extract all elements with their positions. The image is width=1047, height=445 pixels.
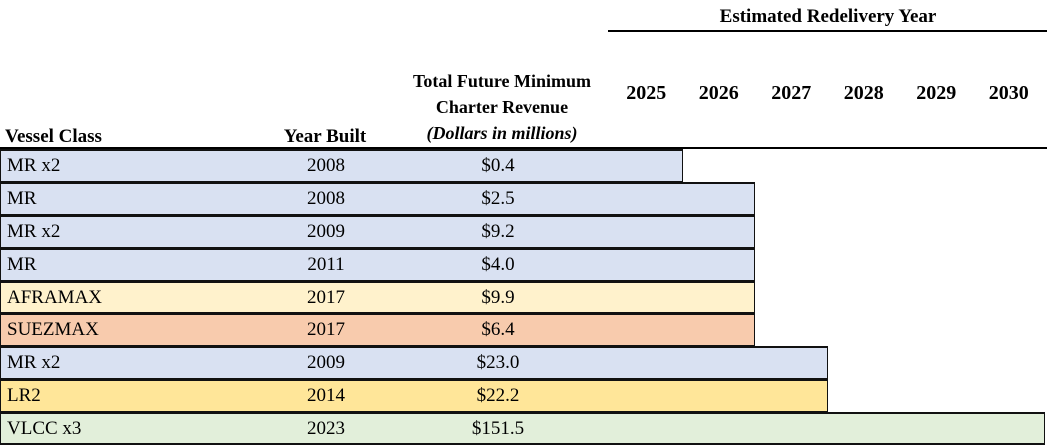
revenue-header-line3: (Dollars in millions) — [426, 123, 578, 143]
table-row: MR x2 2008 $0.4 — [0, 149, 1047, 182]
year-header-row: 2025 2026 2027 2028 2029 2030 — [610, 82, 1045, 105]
vessel-class-cell: SUEZMAX — [7, 319, 99, 341]
revenue-cell: $2.5 — [481, 187, 515, 209]
gantt-bar: LR2 2014 $22.2 — [0, 379, 828, 413]
table-row: MR 2008 $2.5 — [0, 181, 1047, 215]
vessel-class-cell: VLCC x3 — [7, 417, 82, 439]
table-row: MR x2 2009 $23.0 — [0, 346, 1047, 380]
gantt-bar: MR 2011 $4.0 — [0, 247, 755, 281]
gantt-bar: MR x2 2008 $0.4 — [0, 149, 683, 182]
table-row: SUEZMAX 2017 $6.4 — [0, 313, 1047, 347]
year-built-cell: 2009 — [307, 352, 345, 374]
table-row: MR 2011 $4.0 — [0, 247, 1047, 281]
redelivery-year-group-title: Estimated Redelivery Year — [719, 6, 937, 27]
vessel-class-column-header: Vessel Class — [5, 126, 102, 147]
year-column-2027: 2027 — [771, 82, 812, 104]
revenue-cell: $9.2 — [481, 220, 515, 242]
vessel-class-cell: MR x2 — [7, 352, 61, 374]
vessel-class-cell: AFRAMAX — [7, 286, 103, 308]
revenue-cell: $23.0 — [476, 352, 520, 374]
gantt-bar: SUEZMAX 2017 $6.4 — [0, 313, 755, 347]
vessel-class-cell: MR — [7, 253, 37, 275]
table-row: MR x2 2009 $9.2 — [0, 214, 1047, 248]
year-built-cell: 2023 — [307, 417, 345, 439]
revenue-cell: $9.9 — [481, 286, 515, 308]
year-built-cell: 2017 — [307, 319, 345, 341]
revenue-cell: $6.4 — [481, 319, 515, 341]
year-built-column-header: Year Built — [283, 126, 367, 147]
year-built-cell: 2008 — [307, 187, 345, 209]
gantt-bar: MR x2 2009 $9.2 — [0, 214, 755, 248]
year-column-2028: 2028 — [843, 82, 884, 104]
gantt-bar: MR x2 2009 $23.0 — [0, 346, 828, 380]
year-column-2026: 2026 — [698, 82, 739, 104]
year-built-cell: 2011 — [307, 253, 345, 275]
gantt-bar: MR 2008 $2.5 — [0, 181, 755, 215]
vessel-class-cell: MR x2 — [7, 220, 61, 242]
table-row: LR2 2014 $22.2 — [0, 379, 1047, 413]
revenue-column-header: Total Future Minimum Charter Revenue (Do… — [394, 68, 610, 146]
year-built-cell: 2017 — [307, 286, 345, 308]
year-column-2029: 2029 — [916, 82, 957, 104]
year-built-cell: 2008 — [307, 154, 345, 176]
revenue-cell: $0.4 — [481, 154, 515, 176]
header-bottom-rule — [0, 147, 1047, 149]
vessel-class-cell: MR — [7, 187, 37, 209]
table-body: MR x2 2008 $0.4 MR 2008 $2.5 MR x2 2009 … — [0, 149, 1047, 445]
table-row: AFRAMAX 2017 $9.9 — [0, 280, 1047, 314]
revenue-header-line2: Charter Revenue — [435, 97, 569, 117]
year-column-2025: 2025 — [626, 82, 667, 104]
revenue-cell: $22.2 — [476, 385, 520, 407]
gantt-bar: VLCC x3 2023 $151.5 — [0, 412, 1045, 445]
revenue-cell: $151.5 — [471, 417, 525, 439]
revenue-header-line1: Total Future Minimum — [412, 71, 591, 91]
year-column-2030: 2030 — [988, 82, 1029, 104]
year-built-cell: 2014 — [307, 385, 345, 407]
vessel-class-cell: LR2 — [7, 385, 41, 407]
revenue-cell: $4.0 — [481, 253, 515, 275]
vessel-class-cell: MR x2 — [7, 154, 61, 176]
table-row: VLCC x3 2023 $151.5 — [0, 412, 1047, 445]
year-built-cell: 2009 — [307, 220, 345, 242]
gantt-bar: AFRAMAX 2017 $9.9 — [0, 280, 755, 314]
group-title-underline — [608, 30, 1047, 32]
